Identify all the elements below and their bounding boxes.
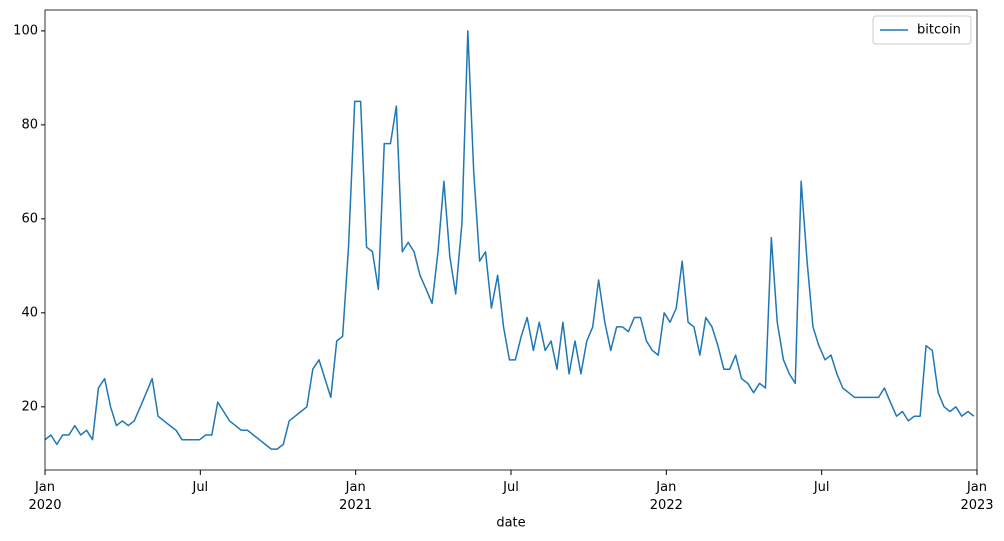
plot-frame (44, 9, 978, 471)
x-axis-label: date (496, 516, 525, 531)
y-tick-label: 40 (21, 305, 38, 320)
x-tick-label: Jul (502, 480, 519, 495)
x-tick-label: Jul (813, 480, 830, 495)
y-tick-label: 80 (21, 117, 38, 132)
x-tick-label: Jan 2022 (650, 480, 683, 513)
y-tick-label: 100 (13, 23, 38, 38)
legend: bitcoin (872, 15, 972, 45)
legend-label: bitcoin (917, 23, 961, 38)
x-tick-label: Jul (191, 480, 208, 495)
x-tick-label: Jan 2020 (28, 480, 61, 513)
legend-box (872, 15, 972, 45)
x-tick-label: Jan 2021 (339, 480, 372, 513)
x-tick-label: Jan 2023 (960, 480, 993, 513)
y-tick-label: 20 (21, 399, 38, 414)
y-tick-label: 60 (21, 211, 38, 226)
data-line (44, 30, 975, 450)
